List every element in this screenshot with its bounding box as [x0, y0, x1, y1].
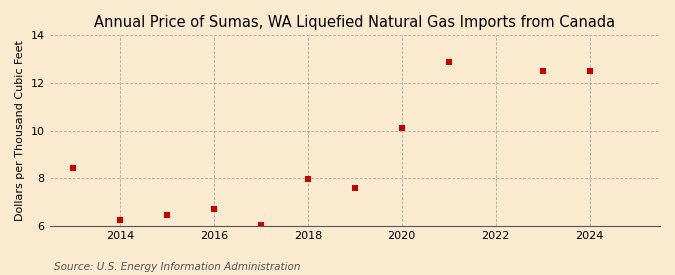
- Title: Annual Price of Sumas, WA Liquefied Natural Gas Imports from Canada: Annual Price of Sumas, WA Liquefied Natu…: [95, 15, 616, 30]
- Text: Source: U.S. Energy Information Administration: Source: U.S. Energy Information Administ…: [54, 262, 300, 272]
- Y-axis label: Dollars per Thousand Cubic Feet: Dollars per Thousand Cubic Feet: [15, 40, 25, 221]
